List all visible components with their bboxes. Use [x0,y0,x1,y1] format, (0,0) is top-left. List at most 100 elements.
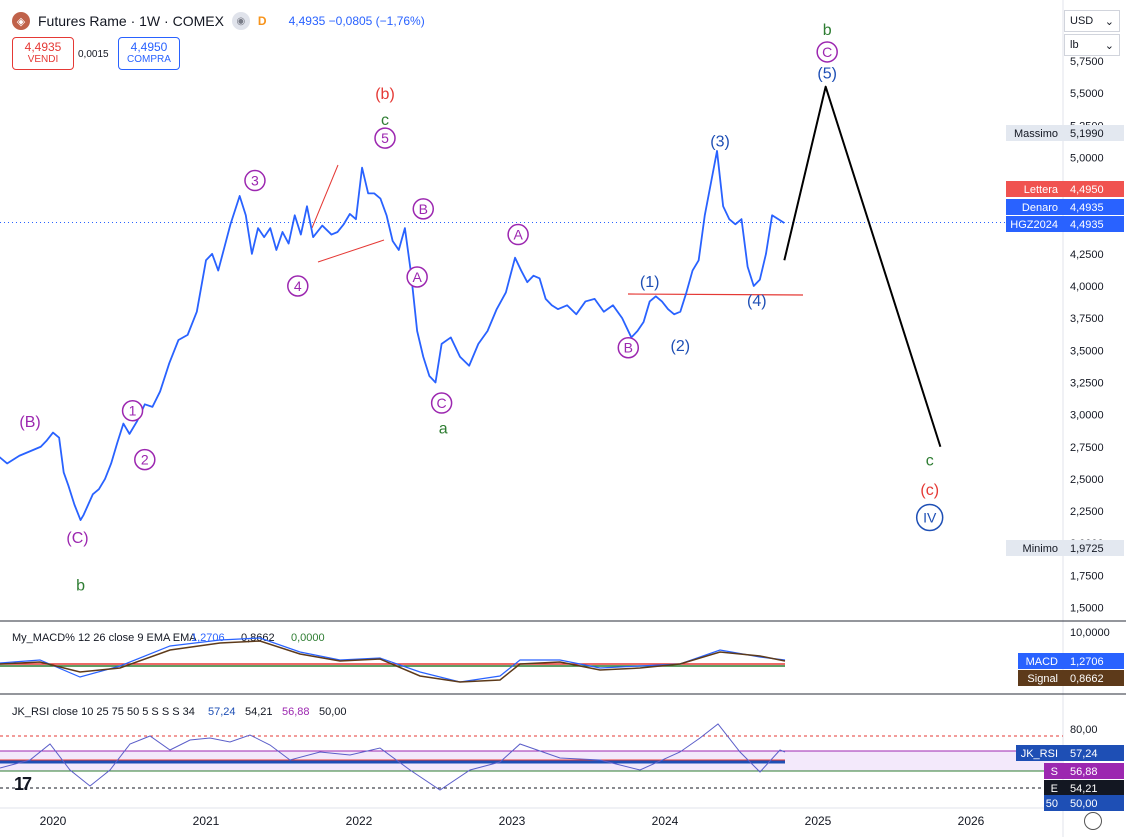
y-tick-label: 1,5000 [1070,603,1104,615]
rsi-label-value: 56,88 [1070,766,1098,778]
sell-label: VENDI [27,54,59,65]
price-label-bg [1006,540,1124,556]
rsi-legend: JK_RSI close 10 25 75 50 5 S S S 34 [12,706,195,718]
unit-select[interactable]: lb ⌄ [1064,34,1120,56]
y-tick-label: 2,5000 [1070,474,1104,486]
wave-label: B [419,201,428,217]
wave-label: (2) [671,338,691,355]
price-label-name: Denaro [1022,202,1058,214]
symbol-logo-icon: ◈ [12,12,30,30]
currency-value: USD [1070,15,1094,27]
rsi-legend-value: 57,24 [208,706,236,718]
buy-button[interactable]: 4,4950 COMPRA [118,37,180,70]
chevron-down-icon: ⌄ [1104,15,1114,28]
x-tick-label: 2025 [805,814,832,828]
y-tick-label: 4,2500 [1070,249,1104,261]
wave-label-circle [134,448,156,471]
wave-label: A [513,227,523,243]
wave-label-circle [507,223,529,246]
wave-label-circle [430,392,453,414]
wave-label: 4 [294,278,302,294]
chart-background [0,0,1063,837]
wave-label: a [439,420,448,437]
wave-label: (3) [710,134,730,151]
symbol-title[interactable]: Futures Rame · 1W · COMEX [38,13,224,29]
price-label-value: 4,4950 [1070,184,1104,196]
wave-label: B [624,340,633,356]
wave-label-circle [915,503,944,532]
price-label-value: 4,4935 [1070,219,1104,231]
y-tick-label: 5,0000 [1070,152,1104,164]
sell-price: 4,4935 [24,40,62,54]
projection-line [783,85,942,448]
rsi-legend-value: 50,00 [319,706,347,718]
spread-value: 0,0015 [78,49,109,60]
rsi-legend-value: 56,88 [282,706,310,718]
rsi-label-value: 57,24 [1070,748,1098,760]
wave-label: 2 [141,452,149,468]
y-tick-label: 1,7500 [1070,570,1104,582]
signal-line [0,640,786,683]
price-label-value: 5,1990 [1070,128,1104,140]
y-tick-label: 2,2500 [1070,506,1104,518]
x-tick-label: 2023 [499,814,526,828]
chevron-down-icon: ⌄ [1104,39,1114,52]
wave-label-circle [816,41,838,63]
wave-label: c [926,453,934,470]
wave-label-circle [406,266,428,288]
price-label-bg [1006,125,1124,141]
y-tick-label: 80,00 [1070,724,1098,736]
wave-label-circle [287,275,309,297]
macd-legend-value: 0,0000 [291,632,325,644]
wave-label-circle [617,336,640,359]
exchange-badge: D [257,14,267,28]
sell-button[interactable]: 4,4935 VENDI [12,37,74,70]
wave-label-circle [121,399,144,422]
visibility-icon[interactable]: ◉ [231,12,250,30]
wave-label: (b) [375,86,395,103]
macd-legend: My_MACD% 12 26 close 9 EMA EMA [12,632,197,644]
wave-label-circle [244,169,266,192]
macd-label-value: 0,8662 [1070,673,1104,685]
buy-label: COMPRA [127,54,171,65]
y-tick-label: 2,7500 [1070,442,1104,454]
price-change: 4,4935 −0,0805 (−1,76%) [288,14,425,28]
price-label-bg [1006,216,1124,232]
rsi-label-bg [1044,763,1124,779]
rsi-label-bg [1044,780,1124,796]
wave-label: IV [923,509,937,525]
y-tick-label: 3,5000 [1070,345,1104,357]
tradingview-logo[interactable]: 17 [14,774,32,794]
rsi-line [0,723,786,791]
rsi-label-name: S [1051,766,1058,778]
rsi-label-name: 50 [1046,798,1058,810]
rsi-legend-value: 54,21 [245,706,273,718]
currency-select[interactable]: USD ⌄ [1064,10,1120,32]
wave-label: (B) [19,414,40,431]
wave-label: A [412,269,422,285]
macd-label-bg [1018,670,1124,686]
price-series-line [0,150,785,521]
y-tick-label: 5,7500 [1070,56,1104,68]
wave-label: 3 [251,173,259,189]
wave-label: c [381,112,389,129]
wave-label: C [437,395,447,411]
x-tick-label: 2020 [40,814,67,828]
trend-line [317,239,385,263]
wave-label: (C) [66,530,88,547]
chart-header: ◈ Futures Rame · 1W · COMEX ◉ D 4,4935 −… [12,12,425,30]
x-tick-label: 2021 [193,814,220,828]
wave-label: C [822,44,832,60]
price-label-name: Minimo [1023,543,1058,555]
macd-label-name: Signal [1027,673,1058,685]
rsi-label-bg [1016,745,1124,761]
rsi-label-name: E [1051,783,1058,795]
price-label-value: 1,9725 [1070,543,1104,555]
macd-label-bg [1018,653,1124,669]
settings-icon[interactable] [1084,812,1102,830]
x-tick-label: 2026 [958,814,985,828]
support-line [627,293,804,296]
wave-label: (c) [920,482,939,499]
wave-label: b [76,577,85,594]
